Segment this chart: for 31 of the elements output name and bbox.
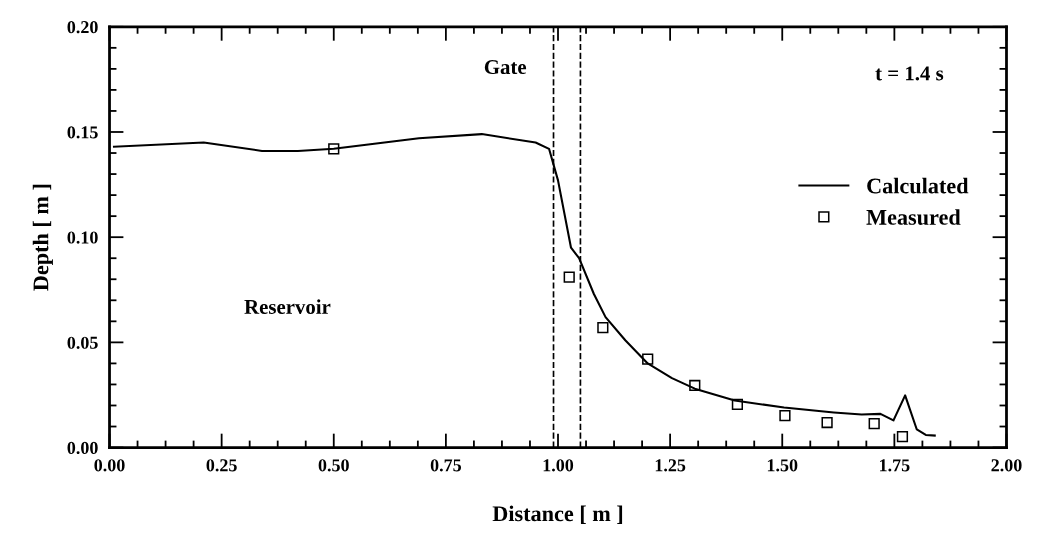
y-tick-label: 0.10 [67,231,98,244]
x-tick-label: 1.25 [655,459,686,472]
point [563,271,575,283]
x-tick-label: 2.00 [991,459,1022,472]
ref-line-label: Gate [484,60,527,75]
y-tick-label: 0.05 [67,336,98,349]
x-tick-label: 0.75 [430,459,462,472]
x-tick-label: 1.00 [543,459,574,472]
x-tick-label: 1.75 [880,459,910,472]
x-tick-label: 0.50 [318,459,349,472]
y-tick-label: 0.20 [67,21,98,34]
point [328,143,340,155]
point [597,322,609,334]
annotation: t = 1.4 s [875,66,944,81]
x-tick-label: 1.50 [767,459,798,472]
point [731,398,744,411]
point [689,379,701,392]
point [779,409,791,422]
x-tick-label: 0.25 [206,459,237,472]
y-axis-title: Depth [ m ] [32,184,53,291]
legend-label: Calculated [867,177,969,194]
point [868,417,880,430]
x-axis-title: Distance [ m ] [492,505,623,524]
point [642,353,654,365]
y-tick-label: 0.00 [67,441,98,455]
legend-label: Measured [866,209,961,225]
x-tick-label: 0.00 [94,459,125,472]
y-tick-label: 0.15 [67,126,98,139]
point [896,430,909,443]
point [821,416,833,429]
annotation: Reservoir [244,299,331,314]
